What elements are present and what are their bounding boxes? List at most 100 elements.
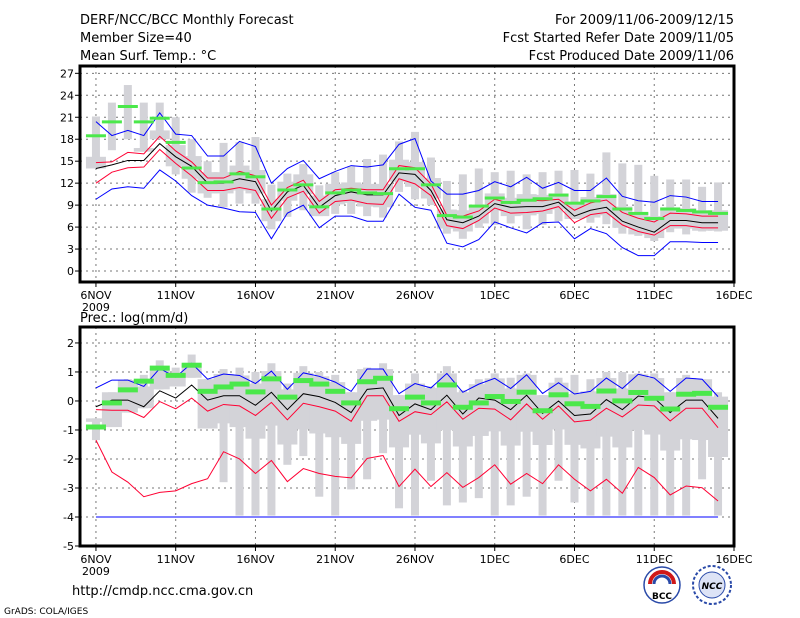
website-url[interactable]: http://cmdp.ncc.cma.gov.cn (72, 584, 253, 599)
quartile-box (325, 382, 346, 438)
quartile-box (165, 377, 186, 387)
range-box (666, 179, 675, 233)
marker-bar (85, 424, 106, 430)
range-box (506, 170, 515, 224)
x-tick-year: 2009 (82, 301, 110, 314)
marker-bar (389, 406, 410, 412)
quartile-box (277, 389, 298, 445)
marker-bar (484, 196, 505, 200)
quartile-box (293, 372, 314, 430)
marker-bar (165, 372, 186, 378)
marker-bar (612, 207, 633, 211)
range-box (538, 395, 547, 516)
x-tick-label: 11DEC (636, 553, 673, 566)
range-box (107, 102, 116, 151)
quartile-box (484, 378, 505, 432)
quartile-box (548, 193, 569, 210)
marker-bar (596, 388, 617, 394)
quartile-box (373, 369, 394, 420)
marker-bar (452, 215, 473, 219)
quartile-box (229, 165, 250, 191)
quartile-box (85, 418, 106, 422)
marker-bar (676, 208, 697, 212)
marker-bar (117, 387, 138, 393)
marker-bar (404, 394, 425, 400)
marker-bar (389, 167, 410, 171)
marker-bar (229, 172, 250, 176)
quartile-box (676, 208, 697, 229)
series-line-red-lower (95, 439, 719, 502)
y-tick-label: 0 (67, 265, 74, 278)
range-box (618, 163, 627, 234)
range-box (331, 374, 340, 516)
x-tick-year: 2009 (82, 565, 110, 578)
series-line-blue-lower (95, 169, 719, 257)
marker-bar (468, 204, 489, 208)
marker-bar (133, 378, 154, 384)
bcc-logo: BCC (643, 566, 681, 604)
marker-bar (596, 195, 617, 199)
marker-bar (484, 394, 505, 400)
y-tick-label: 9 (67, 199, 74, 212)
marker-bar (373, 192, 394, 196)
quartile-box (468, 205, 489, 224)
marker-bar (261, 376, 282, 382)
marker-bar (612, 398, 633, 404)
marker-bar (548, 193, 569, 197)
x-tick-label: 16NOV (236, 289, 275, 302)
y-tick-label: 1 (67, 366, 74, 379)
marker-bar (373, 375, 394, 381)
range-box (490, 373, 499, 516)
range-box (650, 373, 659, 516)
x-tick-label: 1DEC (480, 553, 510, 566)
quartile-box (149, 130, 170, 140)
marker-bar (149, 365, 170, 371)
range-box (219, 369, 228, 483)
marker-bar (628, 389, 649, 395)
range-box (267, 363, 276, 516)
range-box (363, 367, 372, 480)
marker-bar (500, 200, 521, 204)
y-tick-label: 18 (60, 133, 74, 146)
marker-bar (309, 205, 330, 209)
x-tick-label: 6DEC (559, 553, 589, 566)
marker-bar (165, 140, 186, 144)
ncc-logo: NCC (692, 565, 732, 605)
range-box (410, 373, 419, 516)
svg-text:BCC: BCC (652, 592, 672, 602)
marker-bar (245, 175, 266, 179)
fcst-started-date: Fcst Started Refer Date 2009/11/05 (503, 31, 734, 46)
marker-bar (548, 392, 569, 398)
x-tick-label: 6DEC (559, 289, 589, 302)
quartile-box (628, 374, 649, 430)
quartile-box (468, 384, 489, 436)
marker-bar (101, 120, 122, 124)
series-line-red-upper (95, 135, 719, 223)
y-tick-label: 15 (60, 155, 74, 168)
marker-bar (468, 400, 489, 406)
quartile-box (309, 376, 330, 434)
y-tick-label: -3 (63, 482, 74, 495)
marker-bar (309, 381, 330, 387)
y-tick-label: 3 (67, 243, 74, 256)
precip-panel-title: Prec.: log(mm/d) (80, 311, 188, 326)
marker-bar (580, 199, 601, 203)
marker-bar (580, 403, 601, 409)
marker-bar (660, 406, 681, 412)
series-line-red-upper (95, 395, 719, 428)
marker-bar (197, 388, 218, 394)
range-box (650, 175, 659, 241)
grads-credit: GrADS: COLA/IGES (4, 607, 88, 617)
quartile-box (133, 148, 154, 152)
chart-title: DERF/NCC/BCC Monthly Forecast (80, 13, 294, 28)
marker-bar (213, 180, 234, 184)
y-tick-label: 6 (67, 221, 74, 234)
series-line-blue-upper (95, 362, 719, 397)
marker-bar (532, 197, 553, 201)
quartile-box (133, 386, 154, 409)
series-line-mean (95, 142, 719, 233)
y-tick-label: 0 (67, 395, 74, 408)
range-box (682, 179, 691, 235)
range-box (602, 371, 611, 516)
